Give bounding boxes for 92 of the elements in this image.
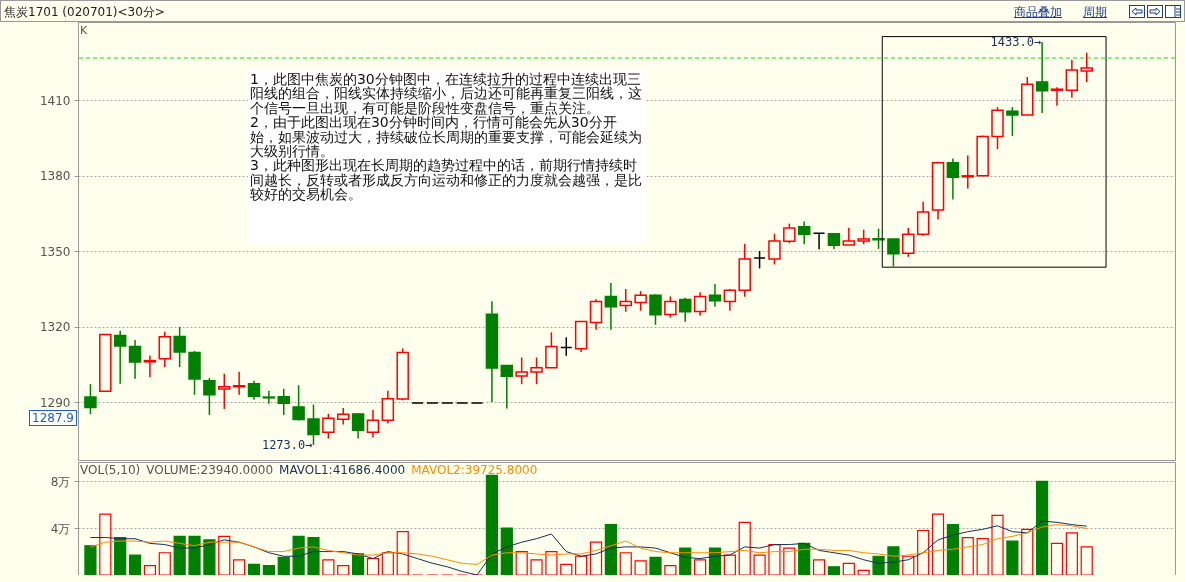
candlestick — [961, 154, 975, 190]
bar — [500, 527, 513, 575]
chart-title: VOL(5,10) — [80, 463, 141, 477]
bar — [173, 535, 186, 575]
candlestick — [515, 356, 528, 385]
candlestick — [1050, 86, 1064, 107]
candlestick — [277, 388, 290, 416]
y-tick-label: 1350 — [39, 244, 71, 259]
candlestick — [366, 409, 380, 439]
candlestick — [664, 295, 677, 319]
candlestick — [693, 291, 707, 317]
candlestick — [723, 288, 737, 312]
candlestick — [113, 330, 127, 385]
bar — [708, 547, 722, 575]
bar — [872, 555, 885, 575]
candlestick — [1080, 51, 1093, 83]
candlestick — [84, 383, 97, 415]
candlestick — [604, 282, 618, 331]
candlestick — [768, 232, 781, 266]
annotation: VOLUME:23940.0000 — [146, 463, 274, 477]
candlestick — [946, 157, 960, 201]
y-tick-label: 1320 — [39, 320, 71, 335]
text: 商品叠加 — [1014, 4, 1062, 21]
bar — [485, 474, 499, 575]
annotation: K — [80, 24, 88, 37]
candlestick — [1065, 59, 1079, 99]
candlestick — [545, 331, 558, 369]
y-tick-label: 1410 — [39, 93, 71, 108]
bar — [1036, 480, 1049, 575]
bar — [247, 563, 261, 575]
bar — [798, 542, 811, 575]
text: MAVOL1:41686.4000 — [279, 463, 406, 477]
y-tick-label: 1380 — [39, 169, 71, 184]
candlestick — [783, 222, 796, 245]
bar — [128, 554, 142, 575]
candlestick — [173, 326, 186, 368]
y-tick-label: 8万 — [50, 474, 71, 489]
candlestick — [619, 288, 633, 313]
candlestick — [560, 336, 573, 357]
bar — [887, 546, 900, 575]
candlestick — [218, 372, 231, 410]
candlestick — [143, 354, 157, 378]
text: MAVOL2:39725.8000 — [411, 463, 538, 477]
value-tag: 1287.9 — [29, 410, 77, 427]
bar — [203, 539, 216, 575]
candlestick — [916, 200, 930, 237]
bar — [604, 524, 617, 575]
candlestick — [842, 226, 856, 246]
candlestick — [247, 379, 261, 401]
bar — [262, 565, 275, 575]
candlestick — [500, 364, 514, 410]
chart-title: 焦炭1701 (020701)<30分> — [4, 4, 165, 21]
candlestick — [128, 339, 142, 380]
candlestick — [797, 220, 811, 246]
candlestick — [649, 293, 662, 326]
candlestick — [678, 296, 692, 323]
candlestick — [292, 384, 305, 422]
bar — [352, 553, 365, 575]
text: 周期 — [1083, 4, 1107, 21]
line-series — [89, 520, 1088, 575]
candlestick — [158, 331, 172, 368]
annotation: 1273.0→ — [261, 437, 313, 452]
candlestick — [887, 238, 900, 268]
candlestick — [262, 390, 276, 405]
line-series — [89, 524, 1088, 565]
candlestick — [530, 356, 543, 385]
bar — [292, 535, 305, 575]
annotation: 1，此图中焦炭的30分钟图中，在连续拉升的过程中连续出现三阳线的组合，阳线实体持续缩小，后边还可能再重复三阳线，这个信号一旦出现，有可能是阶段性变盘信号，重点关注。 — [249, 71, 643, 116]
candlestick — [902, 227, 915, 258]
bar — [307, 536, 320, 575]
candlestick — [322, 413, 335, 440]
candlestick — [381, 390, 395, 425]
bar — [114, 536, 127, 575]
bar — [84, 545, 97, 575]
bar — [188, 535, 201, 575]
candlestick — [634, 290, 647, 312]
bar — [827, 566, 841, 575]
annotation: 3，此种图形出现在长周期的趋势过程中的话，前期行情持续时间越长，反转或者形成反方向运动和修正的力度就会越强，是比较好的交易机会。 — [249, 157, 643, 203]
bar — [1006, 540, 1019, 575]
candlestick — [203, 377, 216, 416]
bar — [277, 556, 290, 575]
annotation: 1433.0→ — [990, 35, 1042, 50]
candlestick — [812, 232, 826, 251]
candlestick — [589, 298, 603, 331]
candlestick — [1006, 106, 1019, 137]
candlestick — [351, 412, 365, 440]
note-box: 1，此图中焦炭的30分钟图中，在连续拉升的过程中连续出现三阳线的组合，阳线实体持续缩小，后边还可能再重复三阳线，这个信号一旦出现，有可能是阶段性变盘信号，重点关注。 2，由于此图出现在30分钟时间内，行情可能会先从30分开始，如果波动过大，持续破位长周期的重要支撑，可能会延续为大级别行情。 3，此种图形出现在长周期的趋势过程中的话，前期行情持续时间越长，反转或者形成反方向运动和修正的力度就会越强，是比较好的交易机会。 — [248, 70, 646, 243]
y-tick-label: 4万 — [50, 521, 71, 536]
bar — [946, 524, 959, 575]
bar — [649, 556, 662, 575]
bar — [679, 547, 692, 575]
y-tick-label: 1290 — [39, 395, 71, 410]
